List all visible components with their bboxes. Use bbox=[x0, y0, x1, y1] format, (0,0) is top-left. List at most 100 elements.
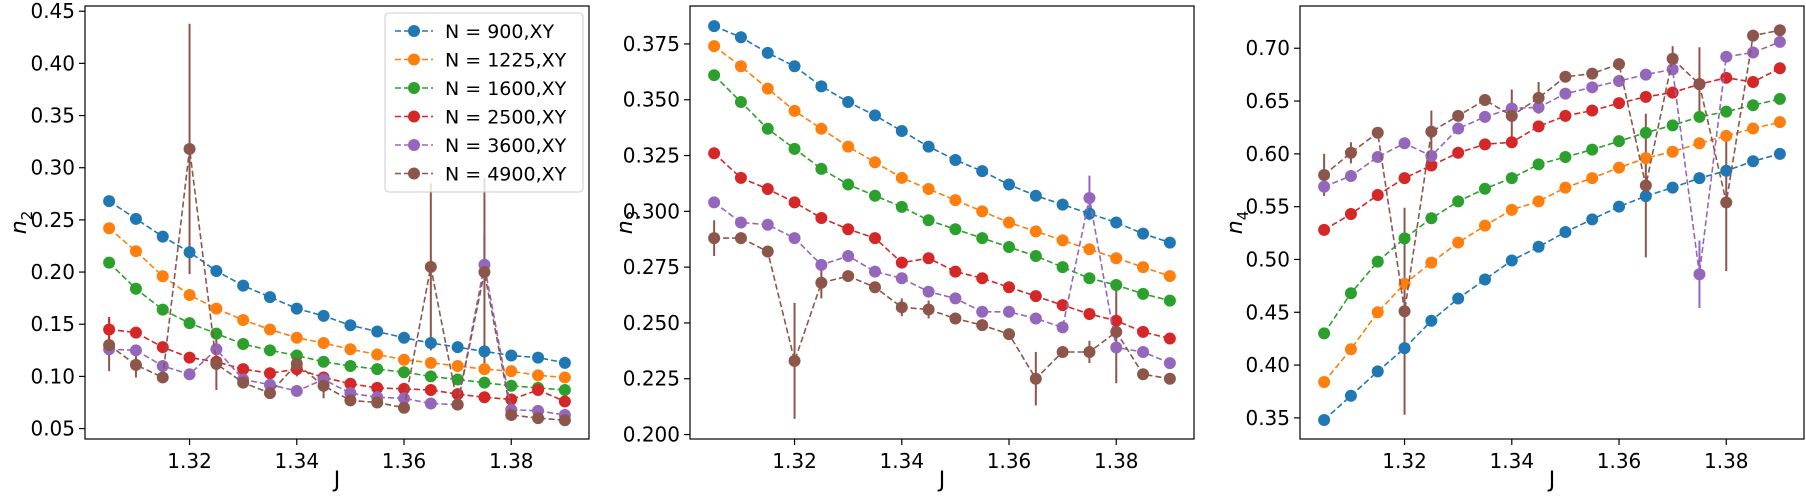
data-point bbox=[1478, 110, 1491, 123]
legend-label: N = 1600,XY bbox=[445, 78, 567, 100]
data-point bbox=[922, 214, 935, 227]
data-point bbox=[1613, 200, 1626, 213]
data-point bbox=[478, 391, 491, 404]
data-point bbox=[1532, 120, 1545, 133]
data-point bbox=[1371, 189, 1384, 202]
data-point bbox=[398, 382, 411, 395]
data-point bbox=[708, 196, 721, 209]
data-point bbox=[868, 232, 881, 245]
data-point bbox=[842, 140, 855, 153]
x-tick-label: 1.34 bbox=[1490, 449, 1535, 473]
data-point bbox=[398, 353, 411, 366]
data-point bbox=[156, 270, 169, 283]
data-point bbox=[1029, 249, 1042, 262]
data-point bbox=[1559, 70, 1572, 83]
data-point bbox=[129, 358, 142, 371]
data-point bbox=[103, 195, 116, 208]
panel-n3: 1.32 1.34 1.36 1.38 0.200 0.225 0.250 0.275 0.30… bbox=[613, 5, 1195, 493]
data-point bbox=[1110, 252, 1123, 265]
data-point bbox=[1452, 146, 1465, 159]
data-point bbox=[129, 326, 142, 339]
data-point bbox=[1452, 236, 1465, 249]
legend-marker bbox=[408, 139, 420, 151]
data-point bbox=[708, 69, 721, 82]
legend-label: N = 4900,XY bbox=[445, 164, 567, 186]
data-point bbox=[505, 379, 518, 392]
data-point bbox=[478, 376, 491, 389]
data-point bbox=[1773, 116, 1786, 129]
data-point bbox=[922, 183, 935, 196]
data-point bbox=[1110, 325, 1123, 338]
data-point bbox=[558, 395, 571, 408]
y-tick-label: 0.45 bbox=[30, 0, 75, 23]
data-point bbox=[1666, 145, 1679, 158]
axes-frame bbox=[1299, 5, 1805, 440]
data-point bbox=[1478, 93, 1491, 106]
data-point bbox=[1344, 287, 1357, 300]
data-point bbox=[708, 232, 721, 245]
data-point bbox=[1003, 178, 1016, 191]
data-point bbox=[1720, 50, 1733, 63]
y-tick-label: 0.20 bbox=[30, 260, 75, 284]
legend-marker bbox=[408, 110, 420, 123]
data-point bbox=[1505, 109, 1518, 122]
data-point bbox=[1747, 155, 1760, 168]
data-point bbox=[1083, 308, 1096, 321]
data-point bbox=[761, 218, 774, 231]
data-point bbox=[1371, 126, 1384, 139]
data-point bbox=[761, 82, 774, 95]
data-point bbox=[1083, 243, 1096, 256]
data-point bbox=[788, 142, 801, 155]
data-point bbox=[1452, 122, 1465, 135]
data-point bbox=[1639, 152, 1652, 165]
data-point bbox=[1163, 236, 1176, 249]
data-point bbox=[1344, 208, 1357, 221]
y-tick-label: 0.275 bbox=[623, 255, 680, 279]
y-tick-label: 0.35 bbox=[1245, 406, 1290, 430]
data-point bbox=[868, 265, 881, 278]
data-point bbox=[1693, 110, 1706, 123]
data-point bbox=[1666, 181, 1679, 194]
data-point bbox=[1137, 368, 1150, 381]
data-point bbox=[1083, 345, 1096, 358]
data-point bbox=[1693, 172, 1706, 185]
data-point bbox=[1773, 92, 1786, 105]
data-point bbox=[815, 162, 828, 175]
data-point bbox=[1478, 273, 1491, 286]
x-axis-label: J bbox=[332, 468, 341, 493]
x-tick-label: 1.36 bbox=[987, 449, 1032, 473]
data-point bbox=[317, 355, 330, 368]
data-point bbox=[1425, 125, 1438, 138]
data-point bbox=[895, 200, 908, 213]
data-point bbox=[895, 301, 908, 314]
data-point bbox=[868, 156, 881, 169]
data-point bbox=[1639, 179, 1652, 192]
data-point bbox=[815, 258, 828, 271]
y-tick-label: 0.375 bbox=[623, 32, 680, 56]
data-point bbox=[156, 303, 169, 316]
data-point bbox=[1720, 105, 1733, 118]
data-point bbox=[1773, 24, 1786, 37]
y-tick-label: 0.35 bbox=[30, 104, 75, 128]
data-point bbox=[478, 345, 491, 358]
y-tick-label: 0.40 bbox=[1245, 353, 1290, 377]
data-point bbox=[1586, 104, 1599, 117]
data-point bbox=[1163, 294, 1176, 307]
y-tick-label: 0.60 bbox=[1245, 142, 1290, 166]
data-point bbox=[478, 266, 491, 279]
data-point bbox=[1318, 180, 1331, 193]
data-point bbox=[129, 282, 142, 295]
y-tick-label: 0.30 bbox=[30, 156, 75, 180]
x-tick-label: 1.34 bbox=[880, 449, 925, 473]
data-point bbox=[976, 165, 989, 178]
data-point bbox=[263, 323, 276, 336]
data-point bbox=[317, 337, 330, 350]
data-point bbox=[1318, 413, 1331, 426]
data-point bbox=[505, 365, 518, 378]
data-point bbox=[210, 302, 223, 315]
data-point bbox=[183, 368, 196, 381]
data-point bbox=[1056, 261, 1069, 274]
data-point bbox=[1110, 341, 1123, 354]
data-point bbox=[505, 409, 518, 422]
data-point bbox=[868, 109, 881, 122]
